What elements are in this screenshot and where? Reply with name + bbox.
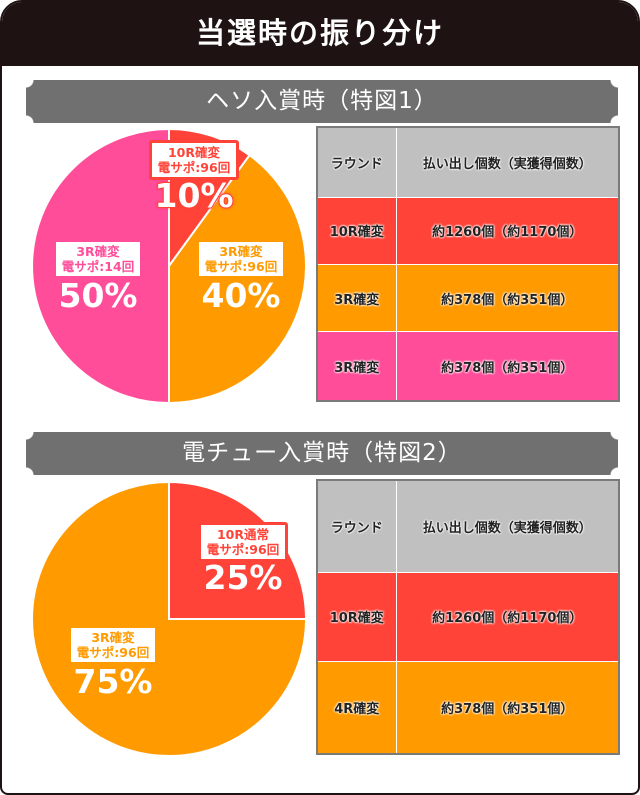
slice-sub: 電サポ:96回 xyxy=(204,259,278,274)
slice-sub: 電サポ:96回 xyxy=(76,645,150,660)
slice-name: 3R確変 xyxy=(91,630,135,645)
header-payout: 払い出し個数（実獲得個数） xyxy=(395,479,620,573)
payout-cell: 約378個（約351個） xyxy=(395,263,620,333)
table-row: 4R確変 約378個（約351個） xyxy=(316,661,620,755)
round-cell: 10R確変 xyxy=(316,196,397,265)
payout-cell: 約1260個（約1170個） xyxy=(395,196,620,265)
section-title-2: 電チュー入賞時（特図2） xyxy=(26,430,618,477)
section-title-1: ヘソ入賞時（特図1） xyxy=(26,78,618,125)
payout-table-1: ラウンド 払い出し個数（実獲得個数） 10R確変 約1260個（約1170個） 3R… xyxy=(316,126,620,402)
slice-pct: 10% xyxy=(154,175,235,216)
header-payout: 払い出し個数（実獲得個数） xyxy=(395,126,620,198)
pie-slice xyxy=(168,153,307,405)
round-cell: 4R確変 xyxy=(316,661,397,755)
pie-slice xyxy=(31,480,308,757)
slice-pct: 75% xyxy=(73,662,153,701)
round-cell: 3R確変 xyxy=(316,331,397,402)
table-row: 3R確変 約378個（約351個） xyxy=(316,263,620,333)
slice-name: 3R確変 xyxy=(219,244,263,259)
payout-cell: 約378個（約351個） xyxy=(395,661,620,755)
slice-label-3r: 3R確変 電サポ:96回 75% xyxy=(62,628,164,702)
round-cell: 10R確変 xyxy=(316,571,397,663)
slice-label-10r-normal: 10R通常 電サポ:96回 25% xyxy=(192,522,294,598)
slice-label-10r: 10R確変 電サポ:96回 10% xyxy=(144,140,244,216)
header-round: ラウンド xyxy=(316,126,397,198)
payout-cell: 約378個（約351個） xyxy=(395,331,620,402)
table-row: 3R確変 約378個（約351個） xyxy=(316,331,620,402)
slice-sub: 電サポ:96回 xyxy=(206,542,280,557)
slice-sub: 電サポ:14回 xyxy=(61,259,135,274)
header-round: ラウンド xyxy=(316,479,397,573)
payout-table-2: ラウンド 払い出し個数（実獲得個数） 10R確変 約1260個（約1170個） 4R… xyxy=(316,479,620,755)
table-row: 10R確変 約1260個（約1170個） xyxy=(316,571,620,663)
slice-pct: 25% xyxy=(203,558,283,597)
slice-sub: 電サポ:96回 xyxy=(157,160,231,175)
slice-pct: 50% xyxy=(58,276,138,315)
slice-label-3r-96: 3R確変 電サポ:96回 40% xyxy=(190,242,292,316)
slice-name: 10R通常 xyxy=(216,527,270,542)
slice-pct: 40% xyxy=(201,276,281,315)
table-row: 10R確変 約1260個（約1170個） xyxy=(316,196,620,265)
round-cell: 3R確変 xyxy=(316,263,397,333)
slice-name: 10R確変 xyxy=(167,145,221,160)
payout-cell: 約1260個（約1170個） xyxy=(395,571,620,663)
slice-name: 3R確変 xyxy=(76,244,120,259)
slice-label-3r-14: 3R確変 電サポ:14回 50% xyxy=(48,242,148,316)
page-title: 当選時の振り分け xyxy=(2,2,638,66)
